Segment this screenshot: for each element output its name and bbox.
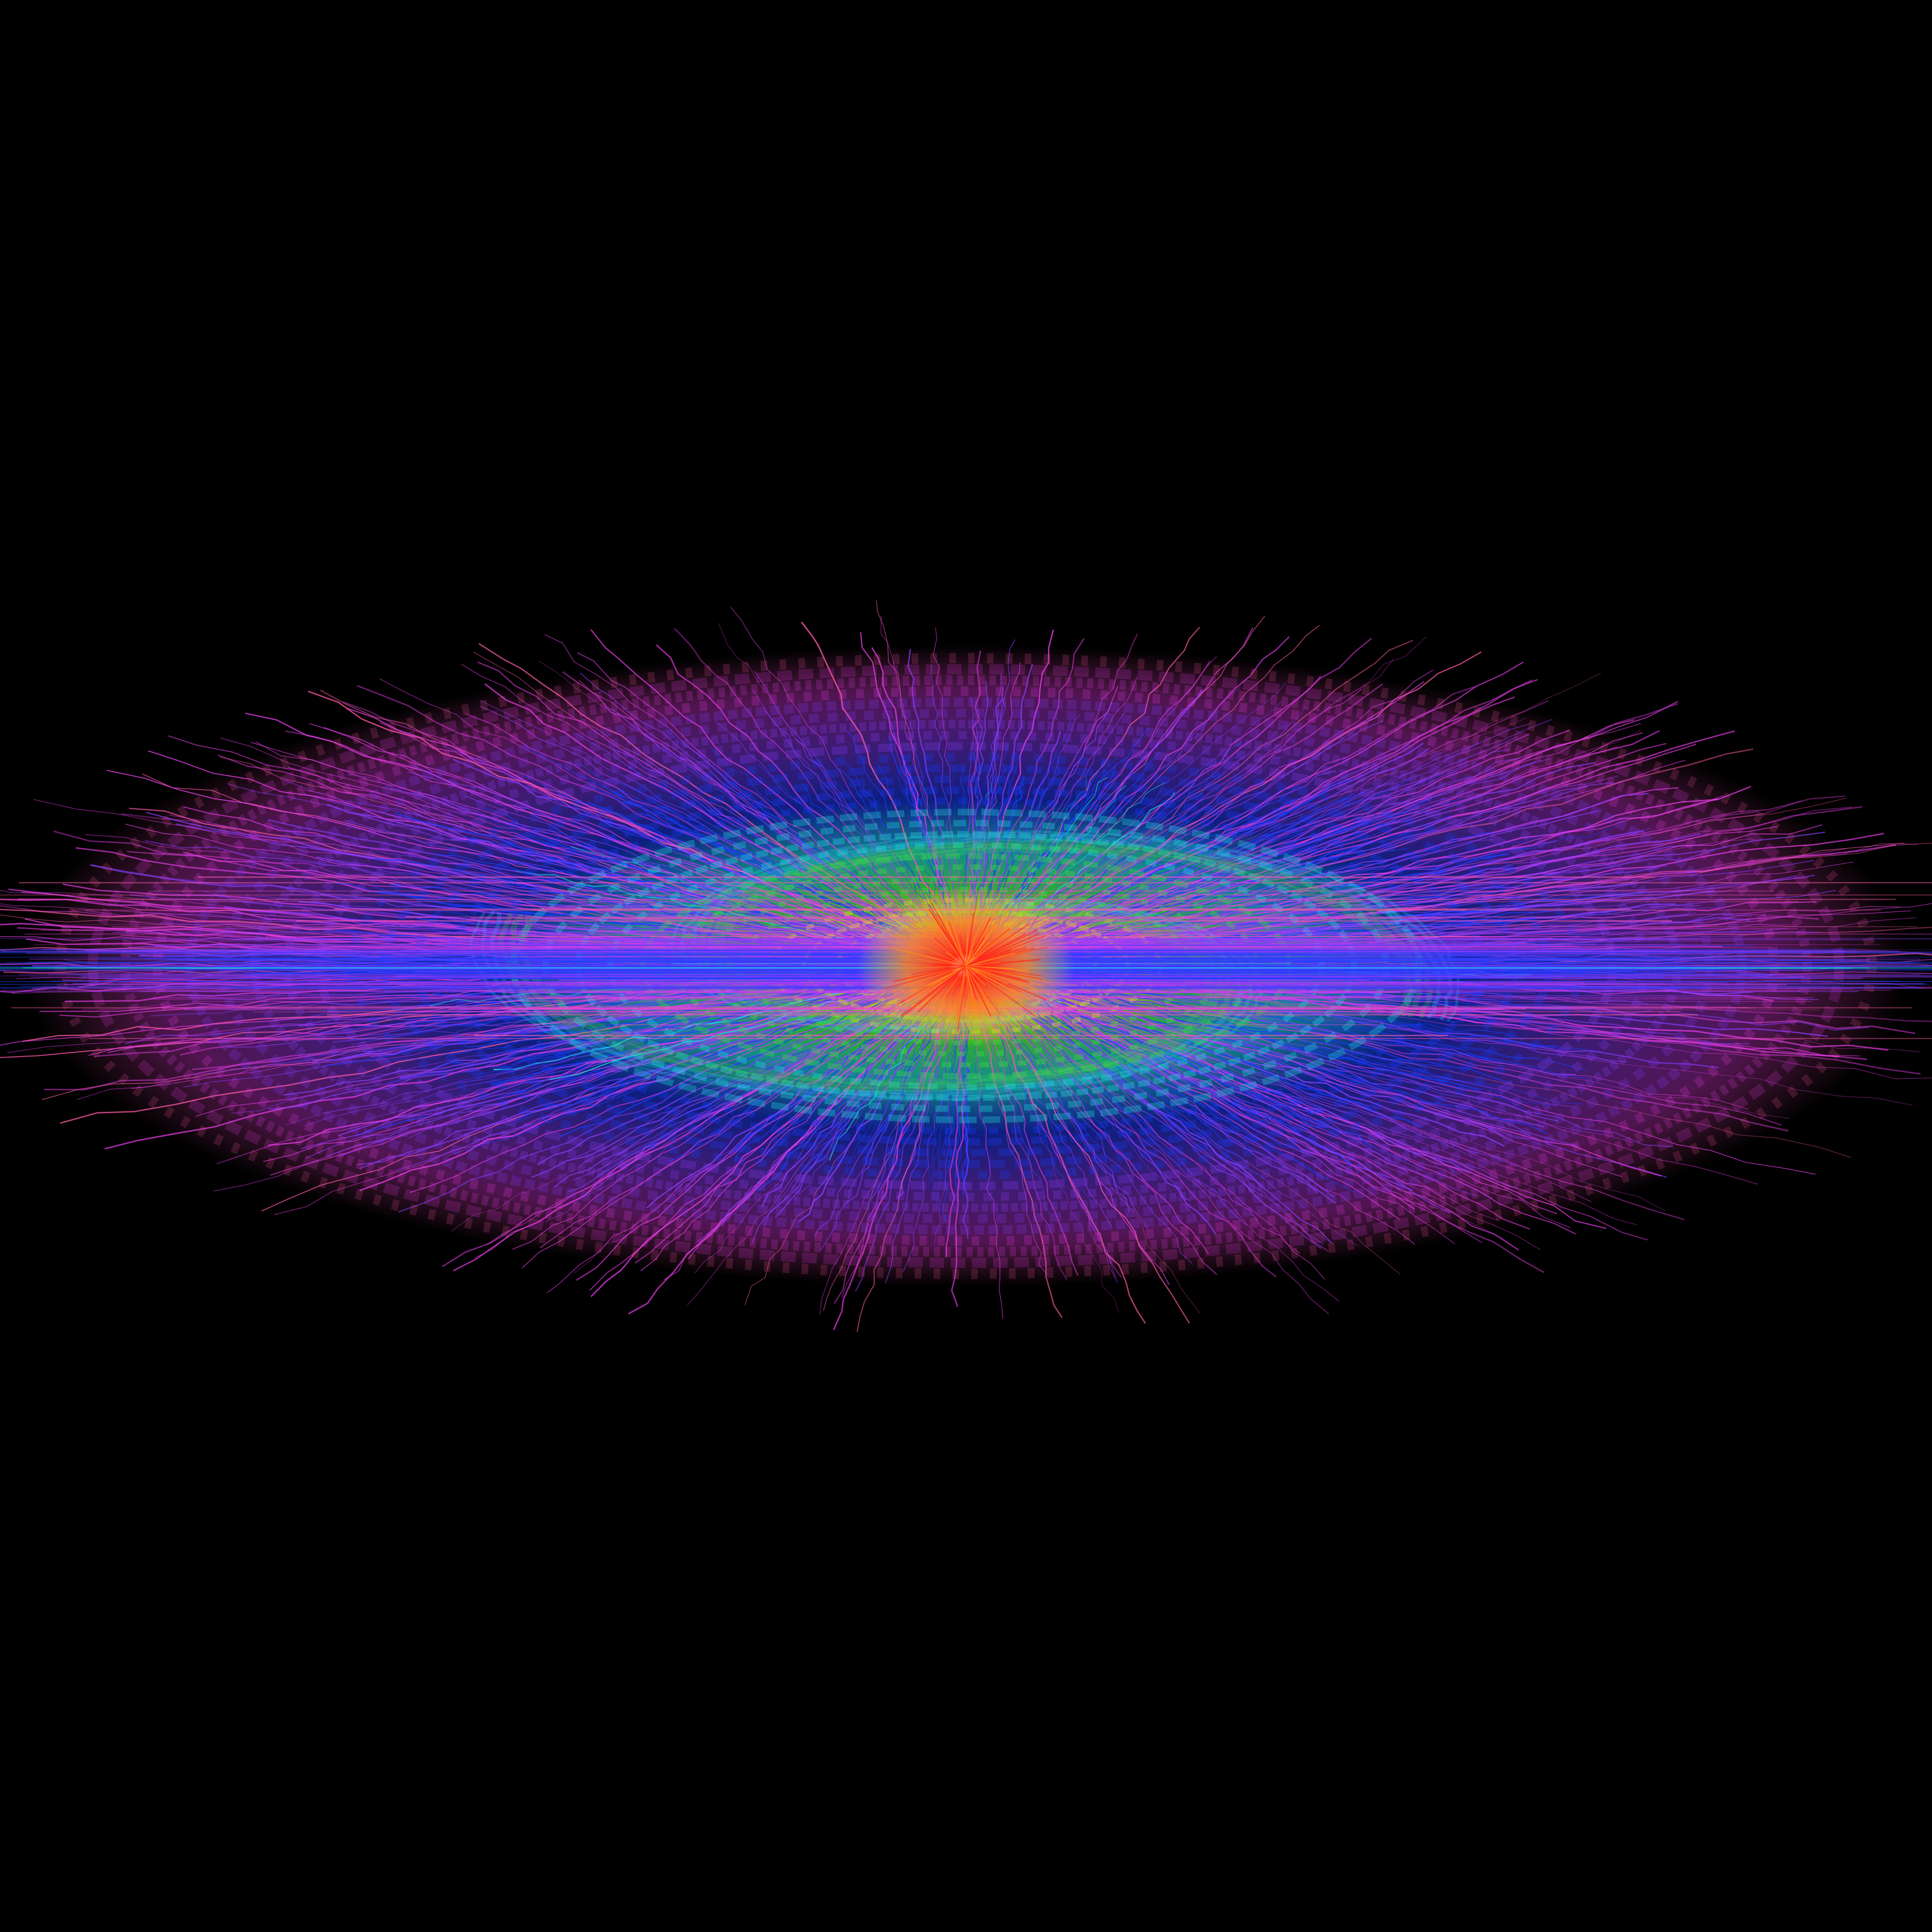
- ray: [346, 707, 966, 967]
- ray: [968, 717, 1527, 966]
- core-spike: [966, 923, 1030, 966]
- ray: [245, 712, 965, 966]
- ray: [327, 966, 966, 1157]
- core-spike: [966, 965, 1037, 990]
- core-spike: [966, 966, 1016, 972]
- ray: [286, 965, 963, 1125]
- core-spike: [891, 966, 966, 991]
- core-spike: [966, 910, 1008, 966]
- ray: [53, 830, 968, 966]
- ray: [967, 651, 1482, 967]
- core-spike: [966, 965, 1032, 1001]
- ray: [964, 965, 1782, 1126]
- core-spike: [966, 935, 1045, 966]
- core-spike: [966, 966, 1030, 983]
- core-spike: [966, 933, 1039, 967]
- ray: [963, 793, 1649, 969]
- core-spike: [966, 965, 1003, 967]
- core-spike: [895, 934, 966, 966]
- core-spike: [949, 916, 967, 966]
- ray: [964, 700, 1549, 966]
- core-spike: [911, 966, 966, 975]
- core-spike: [884, 966, 966, 989]
- core-spike: [911, 966, 966, 969]
- ray: [965, 673, 1601, 969]
- core-spike: [946, 952, 966, 967]
- ray: [192, 964, 968, 1070]
- core-spike: [966, 966, 986, 986]
- core-spike: [931, 964, 966, 967]
- core-spike: [966, 966, 1035, 1012]
- ray: [274, 966, 967, 1215]
- ray: [962, 963, 1648, 1241]
- ray: [967, 760, 1685, 965]
- ray: [966, 833, 1702, 968]
- ray: [966, 964, 1666, 1212]
- core-spike: [966, 966, 1001, 1016]
- core-spike: [954, 966, 967, 1034]
- core-spike: [965, 966, 973, 1000]
- ray: [461, 664, 966, 969]
- galaxy-core: [858, 886, 1074, 1046]
- core-spike: [918, 966, 966, 1013]
- core-spike: [945, 966, 966, 999]
- ray: [85, 834, 968, 969]
- core-spike: [928, 908, 966, 966]
- ray: [359, 963, 966, 1169]
- ray: [308, 691, 964, 966]
- ray: [91, 864, 968, 966]
- core-spike: [966, 966, 985, 1015]
- core-spike: [965, 966, 991, 1017]
- ray: [285, 730, 966, 964]
- core-spike: [966, 929, 1038, 967]
- ray: [139, 952, 968, 968]
- core-spike: [949, 921, 966, 966]
- ray: [255, 741, 966, 968]
- core-spike: [966, 966, 1036, 1017]
- ray: [266, 825, 966, 969]
- ray: [964, 967, 1852, 1158]
- core-spike: [966, 941, 990, 966]
- core-spike: [905, 966, 966, 1001]
- ray: [962, 966, 1519, 1251]
- core-spike: [966, 952, 1015, 966]
- ray: [966, 966, 1673, 1148]
- core-spike: [966, 916, 1027, 967]
- ray: [298, 789, 966, 965]
- core-spike: [891, 947, 966, 967]
- ray: [357, 965, 965, 1166]
- core-spike: [926, 953, 966, 966]
- ray: [168, 735, 968, 967]
- ray: [968, 723, 1531, 968]
- ray: [963, 842, 1905, 966]
- ray: [965, 968, 1607, 1229]
- ray: [966, 882, 1637, 968]
- ray: [965, 732, 1643, 967]
- core-spike: [957, 966, 967, 987]
- ray: [963, 914, 1689, 969]
- core-spike: [941, 966, 966, 986]
- ray: [966, 795, 1724, 967]
- core-spike: [959, 934, 966, 966]
- ray: [453, 964, 968, 1272]
- core-spike: [966, 905, 987, 966]
- core-spike: [966, 946, 1026, 966]
- core-spike: [937, 913, 966, 966]
- ray: [301, 964, 966, 1149]
- core-spike: [966, 966, 1043, 980]
- ray: [324, 727, 964, 965]
- core-spike: [966, 962, 1000, 966]
- core-spike: [964, 966, 966, 998]
- core-spike: [965, 966, 997, 1016]
- ray: [148, 750, 970, 968]
- ray: [963, 968, 1649, 1005]
- ray: [253, 850, 969, 968]
- core-spike: [966, 913, 974, 966]
- core-spike: [893, 965, 966, 982]
